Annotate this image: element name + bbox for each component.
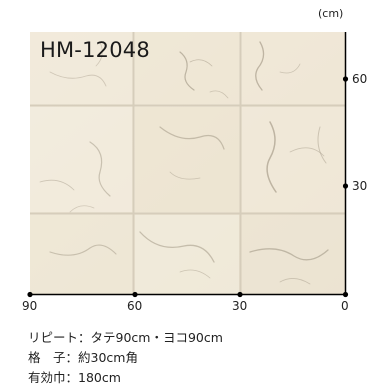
spec-grid: 格 子：約30cm角: [28, 350, 138, 365]
tile: [135, 107, 239, 212]
product-code: HM-12048: [40, 38, 150, 62]
tile: [242, 107, 345, 212]
tile: [242, 215, 345, 294]
tile: [242, 32, 345, 104]
tile: [135, 215, 239, 294]
tile: [30, 107, 132, 212]
marble-veins: [39, 41, 329, 285]
right-tick-60: 60: [352, 72, 368, 86]
bottom-tick-30: 30: [232, 299, 248, 313]
bottom-tick-90: 90: [22, 299, 38, 313]
grout-lines: [30, 32, 345, 294]
unit-label: (cm): [318, 7, 344, 20]
spec-width: 有効巾：180cm: [28, 370, 121, 385]
right-tick-30: 30: [352, 179, 368, 193]
tile: [30, 215, 132, 294]
spec-repeat: リピート：タテ90cm・ヨコ90cm: [28, 330, 223, 345]
bottom-tick-0: 0: [341, 299, 349, 313]
marble-tile-swatch: [30, 32, 345, 294]
tile: [30, 32, 132, 104]
bottom-tick-60: 60: [127, 299, 143, 313]
